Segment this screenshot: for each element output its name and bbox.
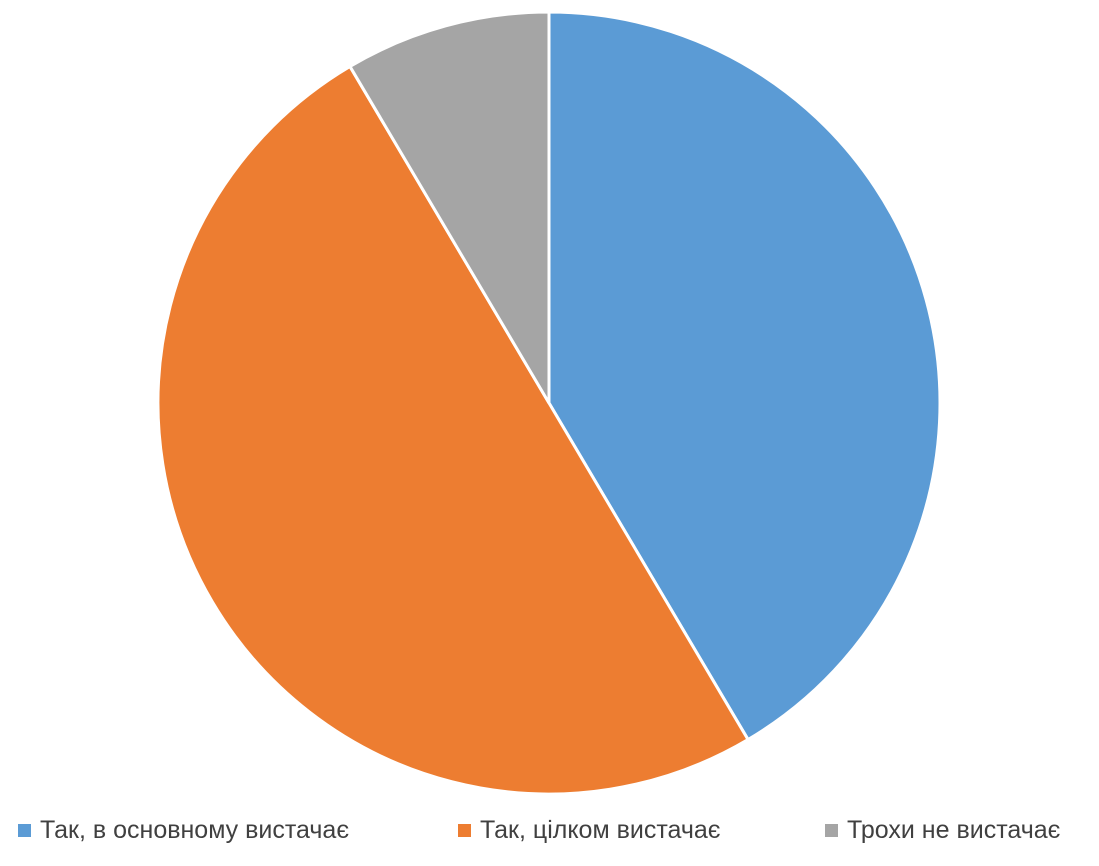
legend-label: Так, цілком вистачає [480,815,721,844]
chart-legend: Так, в основному вистачає Так, цілком ви… [0,806,1099,856]
pie-chart-plot [156,10,942,796]
legend-swatch-blue [18,823,31,837]
pie-slice-2 [156,64,750,796]
legend-item-trokhy-ne: Трохи не вистачає [825,816,1060,844]
legend-item-tak-v-osnovnomu: Так, в основному вистачає [18,816,349,844]
pie-slice-3 [348,10,551,405]
legend-swatch-gray [825,823,838,837]
legend-label: Так, в основному вистачає [40,815,350,844]
legend-item-tak-tsilkom: Так, цілком вистачає [458,816,721,844]
legend-swatch-orange [458,823,471,837]
legend-label: Трохи не вистачає [847,815,1061,844]
pie-slice-1 [547,10,942,742]
